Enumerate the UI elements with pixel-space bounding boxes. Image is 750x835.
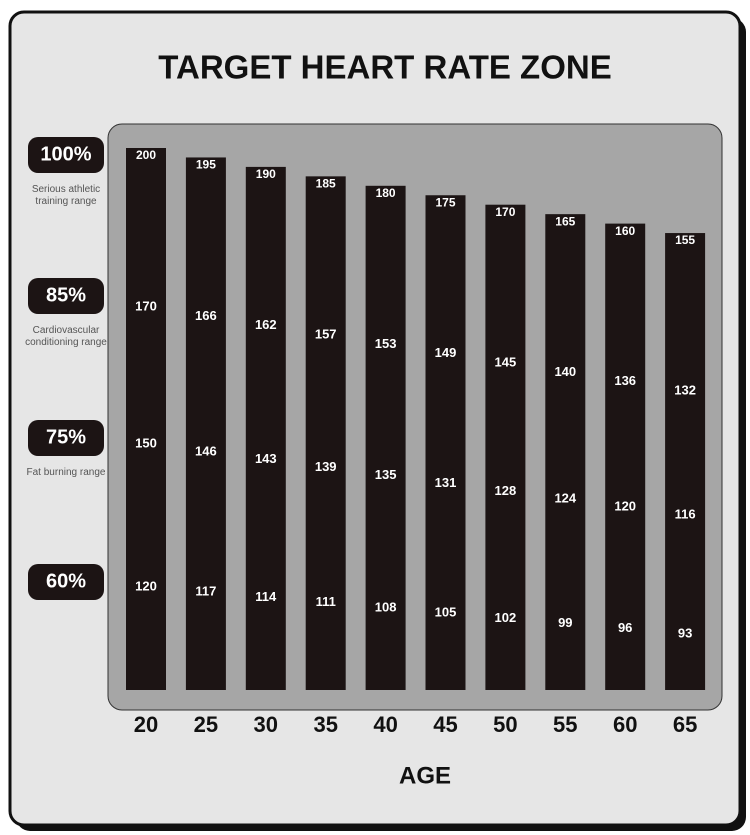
legend-label: 100% <box>40 143 91 165</box>
bar <box>305 176 346 691</box>
data-label: 166 <box>195 308 217 323</box>
data-label: 108 <box>375 599 397 614</box>
data-label: 157 <box>315 326 337 341</box>
x-axis-label: AGE <box>399 762 451 789</box>
legend-description-box: Cardiovascular conditioning range <box>25 325 107 348</box>
legend-badge <box>28 137 104 173</box>
data-label: 165 <box>555 214 575 228</box>
data-label: 120 <box>135 578 157 593</box>
data-label: 114 <box>255 589 277 604</box>
data-label: 102 <box>495 610 517 625</box>
legend-description: Fat burning range <box>26 467 106 478</box>
x-tick-label: 35 <box>313 712 337 737</box>
data-label: 185 <box>316 177 336 191</box>
x-tick-label: 60 <box>613 712 637 737</box>
data-label: 162 <box>255 317 277 332</box>
data-label: 153 <box>375 336 397 351</box>
data-label: 180 <box>376 186 396 200</box>
bar <box>245 166 286 690</box>
bar <box>365 185 406 691</box>
data-label: 135 <box>375 467 397 482</box>
data-label: 117 <box>195 584 216 599</box>
data-label: 132 <box>674 382 696 397</box>
data-label: 131 <box>435 475 457 490</box>
data-label: 96 <box>618 620 632 635</box>
legend-description-box: Fat burning range <box>26 467 106 478</box>
data-label: 195 <box>196 158 216 172</box>
x-tick-label: 25 <box>194 712 218 737</box>
data-label: 145 <box>495 354 517 369</box>
bar <box>545 214 586 690</box>
x-tick-label: 20 <box>134 712 158 737</box>
data-label: 150 <box>135 435 157 450</box>
bar <box>605 223 646 690</box>
data-label: 149 <box>435 345 457 360</box>
bar <box>126 148 166 690</box>
data-label: 105 <box>435 605 457 620</box>
data-label: 120 <box>614 499 636 514</box>
data-label: 146 <box>195 443 217 458</box>
data-label: 143 <box>255 451 277 466</box>
bar <box>185 157 226 690</box>
bar <box>425 195 466 690</box>
legend-label: 85% <box>46 284 86 306</box>
data-label: 124 <box>554 491 576 506</box>
legend-description: Cardiovascular conditioning range <box>25 325 107 348</box>
data-label: 140 <box>554 364 576 379</box>
data-label: 170 <box>495 205 515 219</box>
data-label: 175 <box>435 195 455 209</box>
legend-badge <box>28 420 104 456</box>
x-tick-label: 45 <box>433 712 457 737</box>
legend-label: 75% <box>46 426 86 448</box>
x-tick-label: 55 <box>553 712 577 737</box>
legend-description-box: Serious athletic training range <box>31 184 101 207</box>
data-label: 111 <box>316 594 336 609</box>
legend-label: 60% <box>46 570 86 592</box>
x-tick-label: 40 <box>373 712 397 737</box>
data-label: 93 <box>678 625 692 640</box>
data-label: 136 <box>614 373 636 388</box>
x-tick-label: 50 <box>493 712 517 737</box>
data-label: 116 <box>675 506 696 521</box>
data-label: 200 <box>136 148 156 162</box>
data-label: 155 <box>675 233 695 247</box>
data-label: 170 <box>135 298 157 313</box>
legend-badge <box>28 564 104 600</box>
data-label: 128 <box>495 483 517 498</box>
bar <box>485 204 526 690</box>
legend-description: Serious athletic training range <box>31 184 101 207</box>
data-label: 160 <box>615 224 635 238</box>
bar <box>665 233 706 691</box>
data-label: 190 <box>256 167 276 181</box>
legend-badge <box>28 278 104 314</box>
x-tick-label: 30 <box>254 712 278 737</box>
data-label: 139 <box>315 459 337 474</box>
chart-title: TARGET HEART RATE ZONE <box>158 49 611 86</box>
data-label: 99 <box>558 615 572 630</box>
x-tick-label: 65 <box>673 712 697 737</box>
